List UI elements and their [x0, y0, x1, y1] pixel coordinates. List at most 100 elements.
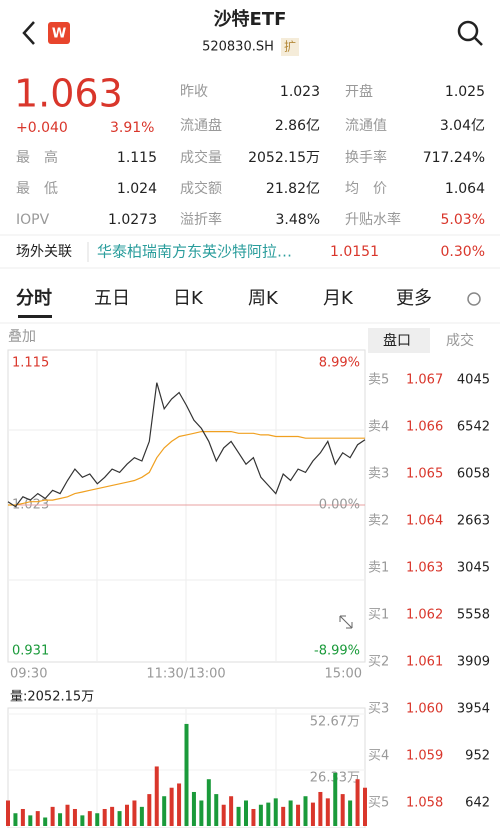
period-tab[interactable]: 五日 — [94, 288, 130, 309]
volume-bar — [132, 800, 137, 826]
order-price: 1.065 — [406, 467, 443, 482]
volume-bar — [340, 794, 345, 826]
overlay-label[interactable]: 叠加 — [8, 329, 36, 345]
order-label: 卖4 — [368, 420, 389, 435]
quote-value: 1.0273 — [108, 212, 157, 228]
volume-bar — [214, 794, 219, 826]
quote-label: 成交量 — [180, 149, 222, 166]
badge[interactable]: 扩 — [284, 40, 296, 54]
badge-bg — [281, 38, 299, 56]
quote-label: 流通值 — [345, 118, 387, 134]
volume-bar — [65, 804, 70, 826]
order-tab-active-bg — [368, 328, 430, 353]
volume-bar — [43, 817, 48, 826]
x-tick-label: 11:30/13:00 — [146, 667, 225, 682]
off-exchange-pct: 0.30% — [441, 244, 485, 260]
volume-bar — [348, 800, 353, 826]
quote-label: 昨收 — [180, 84, 208, 100]
current-price: 1.063 — [14, 72, 123, 116]
order-volume: 5558 — [457, 608, 490, 623]
quote-label: 成交额 — [180, 180, 222, 197]
quote-value: 3.04亿 — [440, 118, 485, 134]
order-label: 卖1 — [368, 561, 389, 576]
app-icon[interactable] — [48, 22, 70, 44]
off-exchange-label: 场外关联 — [16, 244, 72, 260]
y-tick-label: 52.67万 — [310, 715, 360, 730]
order-label: 买1 — [368, 608, 389, 623]
order-volume: 6542 — [457, 420, 490, 435]
quote-value: 1.023 — [280, 84, 320, 100]
order-label: 卖3 — [368, 467, 389, 482]
order-tab[interactable]: 盘口 — [383, 332, 411, 349]
series-line — [7, 382, 366, 508]
period-tab[interactable]: 周K — [248, 288, 279, 309]
volume-bar — [72, 808, 77, 826]
volume-title: 量:2052.15万 — [10, 690, 94, 705]
quote-label: 均 价 — [345, 181, 387, 197]
order-label: 卖5 — [368, 373, 389, 388]
volume-bar — [13, 813, 18, 826]
quote-value: 5.03% — [441, 212, 485, 228]
period-tab[interactable]: 月K — [323, 288, 354, 309]
volume-bar — [229, 796, 234, 826]
volume-bar — [87, 811, 92, 826]
volume-bar — [162, 796, 167, 826]
volume-bar — [110, 806, 115, 826]
order-tab[interactable]: 成交 — [446, 332, 474, 349]
quote-value: 1.115 — [117, 150, 157, 166]
quote-label: IOPV — [16, 212, 50, 228]
y2-tick-label: 8.99% — [319, 356, 360, 371]
off-exchange-fund[interactable]: 华泰柏瑞南方东英沙特阿拉… — [97, 243, 292, 261]
stock-code: 520830.SH — [202, 40, 274, 55]
settings-button[interactable] — [467, 292, 481, 306]
quote-label: 最 高 — [16, 149, 58, 166]
order-price: 1.061 — [406, 655, 443, 670]
order-label: 买4 — [368, 749, 389, 764]
volume-bar — [236, 806, 241, 826]
stock-title: 沙特ETF — [214, 8, 287, 30]
volume-bar — [184, 723, 189, 826]
quote-label: 溢折率 — [180, 211, 222, 228]
quote-value: 2.86亿 — [275, 118, 320, 134]
volume-bar — [147, 794, 152, 826]
volume-bar — [244, 800, 248, 826]
y-tick-label: 0.931 — [12, 644, 49, 659]
app-icon-letter: W — [52, 27, 66, 42]
period-tab[interactable]: 更多 — [396, 288, 432, 309]
y2-tick-label: 0.00% — [319, 498, 360, 513]
off-exchange-price: 1.0151 — [330, 244, 379, 260]
order-price: 1.064 — [406, 514, 443, 529]
order-price: 1.066 — [406, 420, 443, 435]
y2-tick-label: -8.99% — [314, 644, 360, 659]
order-label: 卖2 — [368, 514, 389, 529]
order-volume: 2663 — [457, 514, 490, 529]
volume-bar — [281, 806, 286, 826]
search-handle — [474, 37, 483, 46]
quote-label: 开盘 — [345, 83, 373, 100]
volume-bar — [333, 772, 338, 826]
period-tab[interactable]: 日K — [173, 288, 204, 309]
quote-label: 升贴水率 — [345, 211, 401, 228]
volume-bar — [95, 813, 100, 826]
volume-bar — [206, 779, 211, 826]
order-volume: 3045 — [457, 561, 490, 576]
order-price: 1.067 — [406, 373, 443, 388]
quote-value: 21.82亿 — [266, 181, 320, 197]
back-button[interactable] — [22, 21, 35, 45]
period-tab[interactable]: 分时 — [16, 288, 52, 309]
order-price: 1.063 — [406, 561, 443, 576]
expand-button[interactable] — [339, 615, 353, 629]
x-tick-label: 09:30 — [10, 667, 47, 682]
volume-bar — [20, 808, 25, 826]
volume-bar — [355, 779, 360, 826]
volume-bar — [80, 815, 85, 826]
quote-value: 1.024 — [117, 181, 157, 197]
order-volume: 4045 — [457, 373, 490, 388]
volume-bar — [102, 808, 107, 826]
search-button[interactable] — [457, 20, 479, 42]
volume-bar — [288, 800, 293, 826]
volume-bar — [303, 796, 308, 826]
order-volume: 6058 — [457, 467, 490, 482]
order-label: 买5 — [368, 796, 389, 811]
